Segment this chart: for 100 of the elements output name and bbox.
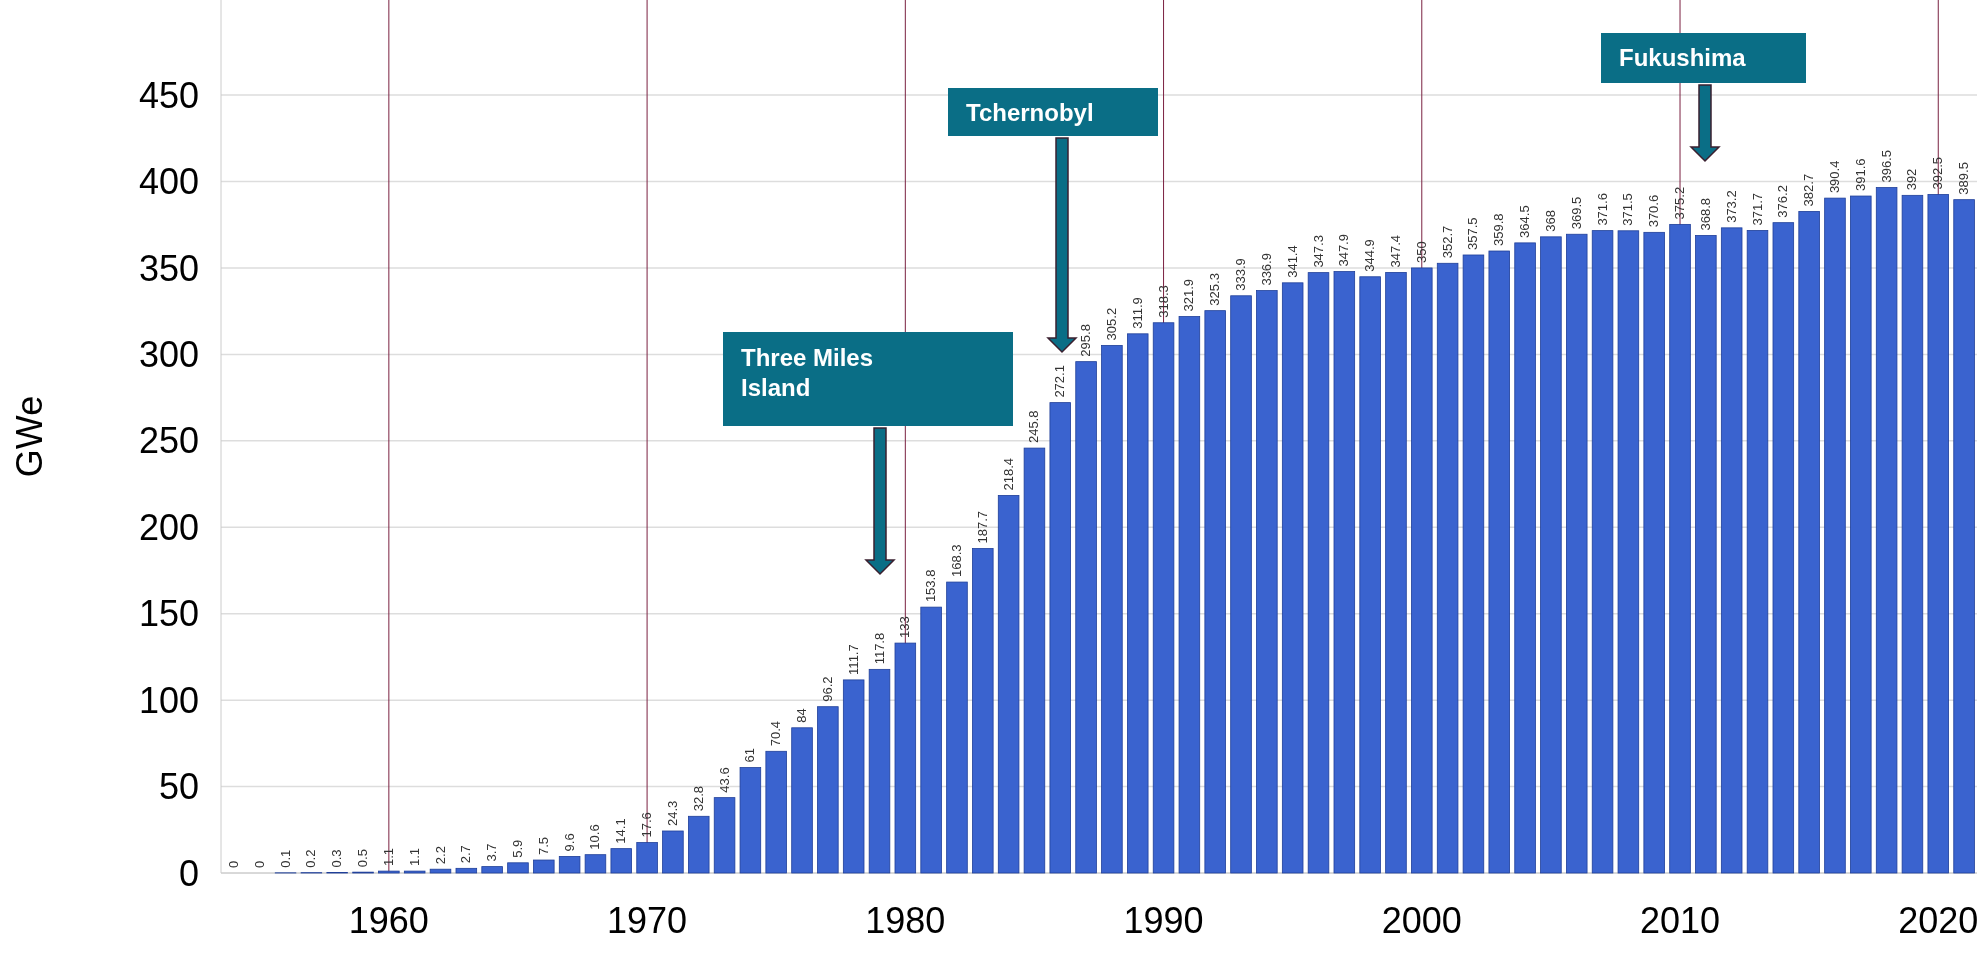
- bar: [894, 642, 917, 874]
- bar: [1230, 295, 1252, 874]
- data-label: 392.5: [1930, 156, 1946, 190]
- data-label: 218.4: [1000, 457, 1016, 491]
- data-label: 61: [742, 748, 758, 763]
- x-tick-label: 1980: [865, 900, 946, 941]
- bar: [1178, 316, 1201, 874]
- bar: [1514, 242, 1536, 874]
- bar: [1101, 345, 1123, 874]
- y-tick-label: 300: [138, 333, 199, 375]
- data-label: 1.1: [380, 848, 396, 867]
- bar: [1462, 254, 1485, 874]
- data-label: 344.9: [1362, 239, 1378, 272]
- y-tick-label: 400: [138, 161, 199, 203]
- bar: [662, 830, 684, 874]
- bar: [1307, 272, 1330, 874]
- bar: [1256, 290, 1278, 874]
- annotation: Tchernobyl: [966, 99, 1094, 126]
- data-label: 0.2: [303, 849, 319, 868]
- data-label: 168.3: [948, 544, 964, 578]
- bar: [1023, 447, 1046, 874]
- data-label: 2.7: [458, 845, 474, 864]
- y-tick-label: 350: [138, 247, 199, 289]
- bar: [1591, 230, 1614, 874]
- y-axis-title: GWe: [9, 395, 50, 478]
- bar: [1436, 262, 1459, 874]
- bar: [739, 767, 762, 874]
- data-label: 117.8: [871, 632, 887, 665]
- y-tick-label: 150: [138, 593, 199, 635]
- data-label: 96.2: [819, 676, 835, 702]
- data-label: 311.9: [1129, 297, 1145, 329]
- bar: [1152, 322, 1175, 874]
- x-tick-label: 2010: [1639, 900, 1721, 941]
- data-label: 375.2: [1672, 186, 1688, 220]
- data-label: 10.6: [587, 824, 603, 850]
- bar: [817, 706, 839, 874]
- data-label: 272.1: [1052, 365, 1068, 398]
- data-label: 0: [251, 860, 267, 868]
- bar: [1617, 230, 1640, 874]
- data-label: 371.5: [1620, 193, 1636, 226]
- bar: [868, 668, 891, 874]
- bar: [1204, 310, 1226, 874]
- data-label: 321.9: [1181, 278, 1197, 312]
- data-label: 0.1: [277, 849, 293, 868]
- data-label: 84: [794, 708, 810, 723]
- data-label: 325.3: [1207, 273, 1223, 306]
- bar: [1333, 271, 1356, 874]
- data-label: 373.2: [1723, 190, 1739, 223]
- data-label: 336.9: [1258, 253, 1274, 286]
- bar: [558, 856, 581, 874]
- bar: [1746, 230, 1769, 874]
- data-label: 7.5: [535, 836, 551, 856]
- data-label: 1.1: [406, 848, 422, 867]
- data-label: 0.5: [355, 849, 371, 868]
- data-label: 153.8: [923, 569, 939, 603]
- data-label: 357.5: [1465, 217, 1481, 250]
- data-label: 43.6: [716, 767, 732, 793]
- x-tick-label: 2020: [1898, 900, 1977, 941]
- bar: [713, 797, 736, 874]
- data-label: 390.4: [1826, 160, 1842, 194]
- data-label: 359.8: [1491, 213, 1507, 247]
- annotation: Fukushima: [1619, 44, 1747, 71]
- data-label: 382.7: [1801, 173, 1817, 207]
- bar: [972, 548, 994, 874]
- data-label: 9.6: [561, 833, 577, 852]
- data-label: 318.3: [1155, 285, 1171, 318]
- data-label: 3.7: [484, 843, 500, 862]
- bar: [791, 727, 813, 874]
- data-label: 389.5: [1956, 162, 1972, 195]
- bar: [1824, 197, 1846, 874]
- data-label: 70.4: [768, 720, 784, 747]
- bar: [610, 848, 632, 874]
- bar: [1720, 227, 1743, 874]
- data-label: 376.2: [1775, 185, 1791, 218]
- bar: [1127, 333, 1149, 874]
- data-label: 396.5: [1878, 150, 1894, 183]
- bar: [765, 750, 787, 874]
- data-label: 368: [1542, 210, 1558, 232]
- bar: [1075, 361, 1097, 874]
- data-label: 0: [225, 860, 241, 868]
- bar: [1049, 402, 1071, 874]
- bar: [1875, 187, 1898, 874]
- data-label: 368.8: [1697, 197, 1713, 231]
- data-label: 347.4: [1387, 234, 1403, 268]
- data-label: 364.5: [1517, 205, 1533, 238]
- annotation: Three Miles Island: [741, 344, 874, 401]
- data-label: 32.8: [690, 785, 706, 812]
- y-tick-label: 200: [138, 506, 199, 548]
- data-label: 24.3: [664, 800, 680, 826]
- bar: [636, 842, 658, 874]
- data-label: 245.8: [1026, 410, 1042, 444]
- data-label: 347.9: [1336, 234, 1352, 267]
- data-label: 347.3: [1310, 235, 1326, 268]
- bar: [1927, 194, 1949, 874]
- bar: [997, 495, 1020, 874]
- bar: [1953, 199, 1975, 874]
- data-label: 305.2: [1103, 307, 1119, 341]
- bar: [481, 866, 503, 874]
- x-tick-label: 2000: [1381, 900, 1462, 941]
- bar: [1695, 235, 1717, 874]
